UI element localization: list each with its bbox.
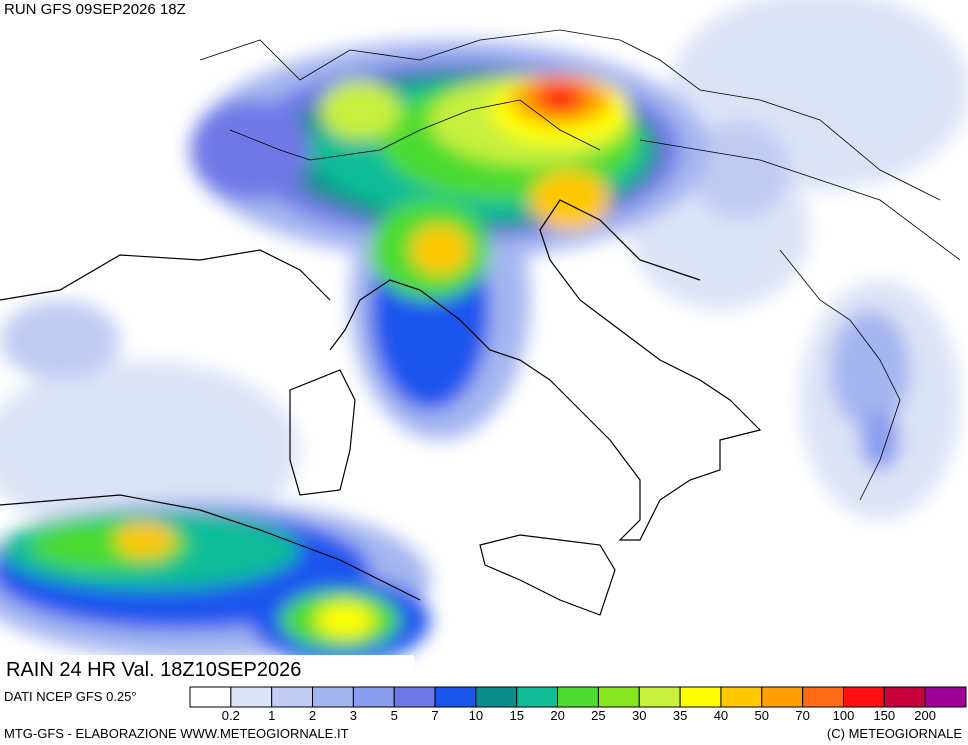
legend-swatch: [597, 686, 640, 708]
legend-level-label: 50: [755, 708, 769, 723]
legend-swatch: [842, 686, 885, 708]
legend-swatch: [189, 686, 232, 708]
legend-level-label: 25: [591, 708, 605, 723]
field-label: RAIN 24 HR Val. 18Z10SEP2026: [6, 659, 301, 681]
legend-level-label: 1: [268, 708, 275, 723]
legend-swatch: [924, 686, 967, 708]
legend-level-label: 35: [673, 708, 687, 723]
legend-level-label: 7: [431, 708, 438, 723]
legend-swatch: [271, 686, 314, 708]
legend-swatch: [761, 686, 804, 708]
copyright-label: (C) METEOGIORNALE: [827, 726, 962, 741]
legend-swatch: [557, 686, 599, 708]
legend-level-label: 0.2: [222, 708, 240, 723]
legend-swatch: [475, 686, 518, 708]
legend-swatch: [434, 686, 477, 708]
legend-level-label: 150: [873, 708, 895, 723]
legend-level-label: 15: [510, 708, 524, 723]
legend-swatch: [230, 686, 273, 708]
legend-swatch: [638, 686, 681, 708]
legend-level-label: 20: [550, 708, 564, 723]
legend-swatch: [393, 686, 436, 708]
legend: 0.2 1 2 3 5 7 10 15 20 25 30 35 40 50 70 100 150 200: [189, 686, 967, 723]
legend-level-label: 200: [914, 708, 936, 723]
run-label: RUN GFS 09SEP2026 18Z: [4, 1, 186, 18]
coastlines: [0, 199, 762, 616]
legend-level-label: 70: [795, 708, 809, 723]
legend-level-label: 5: [391, 708, 398, 723]
legend-swatch: [802, 686, 844, 708]
legend-level-label: 100: [833, 708, 855, 723]
legend-level-label: 30: [632, 708, 646, 723]
legend-swatch: [679, 686, 722, 708]
credit-label: MTG-GFS - ELABORAZIONE WWW.METEOGIORNALE…: [4, 726, 349, 741]
source-label: DATI NCEP GFS 0.25°: [4, 689, 137, 704]
borders: [199, 29, 961, 501]
legend-level-label: 2: [309, 708, 316, 723]
legend-level-label: 10: [469, 708, 483, 723]
precipitation: [0, 0, 968, 665]
legend-level-label: 3: [350, 708, 357, 723]
field-label-box: [0, 655, 414, 683]
legend-swatch: [883, 686, 926, 708]
legend-swatch: [352, 686, 395, 708]
legend-swatch: [720, 686, 763, 708]
legend-swatch: [516, 686, 559, 708]
legend-level-label: 40: [714, 708, 728, 723]
legend-swatch: [312, 686, 354, 708]
